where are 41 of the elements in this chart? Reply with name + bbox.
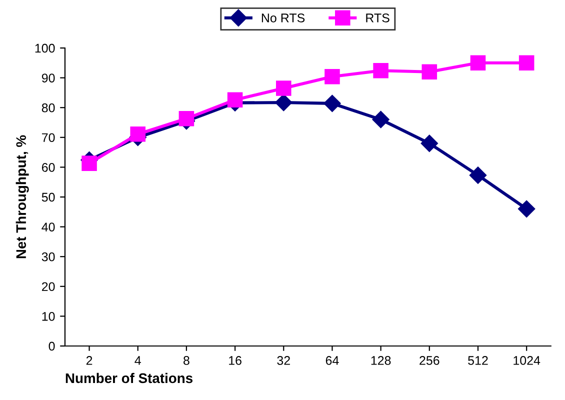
y-tick-label: 0	[48, 342, 55, 351]
x-tick-label: 256	[420, 356, 440, 365]
x-tick-label: 2	[86, 356, 92, 365]
y-axis-title: Net Throughput, %	[16, 135, 29, 258]
legend-label: RTS	[366, 14, 390, 22]
y-tick-label: 50	[42, 192, 55, 202]
point	[469, 166, 487, 184]
point	[82, 156, 97, 171]
point	[227, 92, 243, 108]
x-tick-label: 8	[184, 356, 190, 365]
point	[518, 55, 534, 71]
point	[324, 68, 340, 84]
point	[130, 126, 146, 142]
y-tick-label: 70	[42, 133, 55, 142]
y-tick-label: 90	[42, 74, 55, 82]
x-tick-label: 32	[277, 356, 290, 365]
point	[422, 64, 438, 80]
y-tick-label: 20	[42, 282, 55, 292]
point	[470, 55, 486, 71]
x-tick-label: 16	[229, 356, 242, 365]
y-tick-label: 10	[42, 312, 55, 321]
point	[276, 80, 292, 96]
x-tick-label: 4	[134, 356, 141, 365]
y-tick-label: 100	[35, 44, 55, 53]
y-tick-label: 30	[42, 252, 55, 262]
y-tick-label: 60	[42, 163, 55, 172]
point	[178, 110, 194, 126]
point	[518, 200, 536, 218]
x-axis-title: Number of Stations	[66, 372, 192, 384]
y-tick-label: 40	[42, 222, 55, 232]
legend-label: No RTS	[262, 14, 305, 22]
point	[420, 134, 438, 152]
point	[373, 63, 388, 78]
point	[372, 110, 390, 128]
y-tick-label: 80	[42, 103, 55, 112]
x-tick-label: 1024	[514, 356, 540, 365]
point	[324, 94, 341, 112]
x-tick-label: 512	[468, 356, 488, 365]
x-tick-label: 64	[326, 356, 339, 365]
x-tick-label: 128	[371, 356, 391, 365]
point	[275, 94, 292, 112]
